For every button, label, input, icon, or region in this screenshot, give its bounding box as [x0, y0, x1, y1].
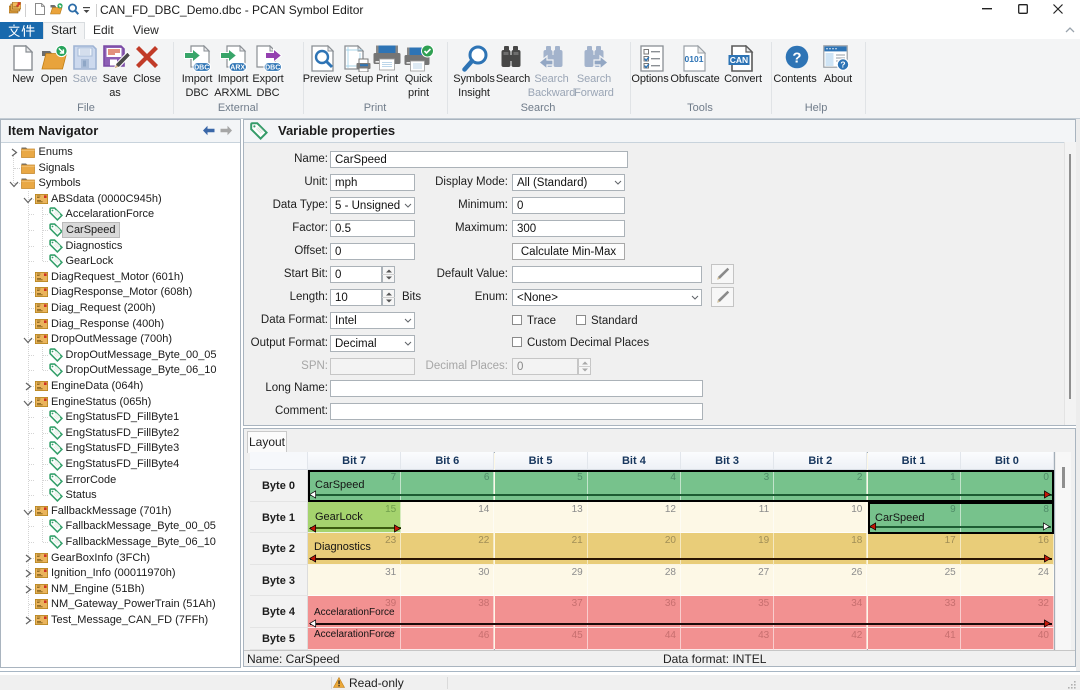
- svg-text:0101: 0101: [685, 54, 704, 64]
- svg-text:ARX: ARX: [230, 64, 245, 71]
- svg-text:DBC: DBC: [265, 64, 280, 71]
- svg-text:CAN: CAN: [730, 55, 748, 65]
- svg-text:?: ?: [792, 50, 801, 67]
- svg-text:DBC: DBC: [194, 64, 209, 71]
- svg-text:?: ?: [840, 60, 845, 70]
